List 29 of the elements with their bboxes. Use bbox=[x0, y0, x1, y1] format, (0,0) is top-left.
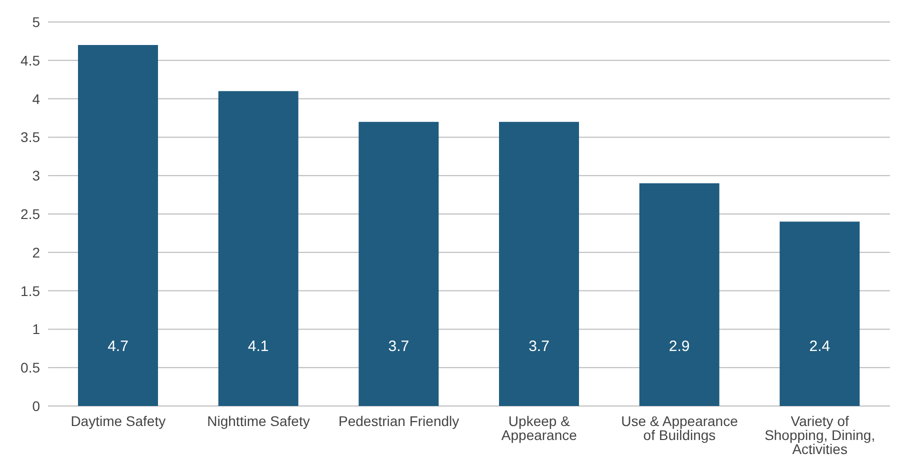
y-tick-label: 2 bbox=[32, 244, 40, 260]
x-tick-label: Use & Appearance of Buildings bbox=[621, 412, 738, 443]
data-label: 2.4 bbox=[809, 338, 830, 355]
data-label: 3.7 bbox=[388, 338, 410, 355]
data-label: 4.1 bbox=[248, 338, 269, 355]
bar bbox=[218, 91, 298, 406]
x-tick-label: Daytime Safety bbox=[70, 412, 166, 429]
x-tick-label: Variety of Shopping, Dining, Activities bbox=[764, 412, 876, 457]
bar bbox=[358, 122, 439, 406]
bar bbox=[78, 45, 158, 406]
bar bbox=[499, 122, 579, 406]
y-tick-label: 3.5 bbox=[20, 129, 40, 146]
y-tick-label: 4.5 bbox=[20, 52, 40, 68]
y-tick-label: 4 bbox=[32, 90, 40, 107]
bar bbox=[639, 183, 720, 406]
y-tick-label: 3 bbox=[32, 168, 40, 184]
y-tick-label: 0.5 bbox=[20, 360, 40, 376]
x-tick-label: Pedestrian Friendly bbox=[338, 412, 460, 429]
bar bbox=[780, 222, 860, 406]
data-label: 3.7 bbox=[528, 338, 550, 355]
y-tick-label: 1.5 bbox=[20, 282, 40, 299]
x-tick-label: Nighttime Safety bbox=[207, 412, 310, 429]
data-label: 2.9 bbox=[668, 338, 690, 355]
y-tick-label: 0 bbox=[32, 398, 40, 414]
y-tick-label: 1 bbox=[32, 321, 40, 338]
y-tick-label: 5 bbox=[32, 14, 40, 30]
x-tick-label: Upkeep & Appearance bbox=[501, 412, 578, 443]
data-label: 4.7 bbox=[108, 338, 128, 355]
y-tick-label: 2.5 bbox=[20, 206, 40, 222]
